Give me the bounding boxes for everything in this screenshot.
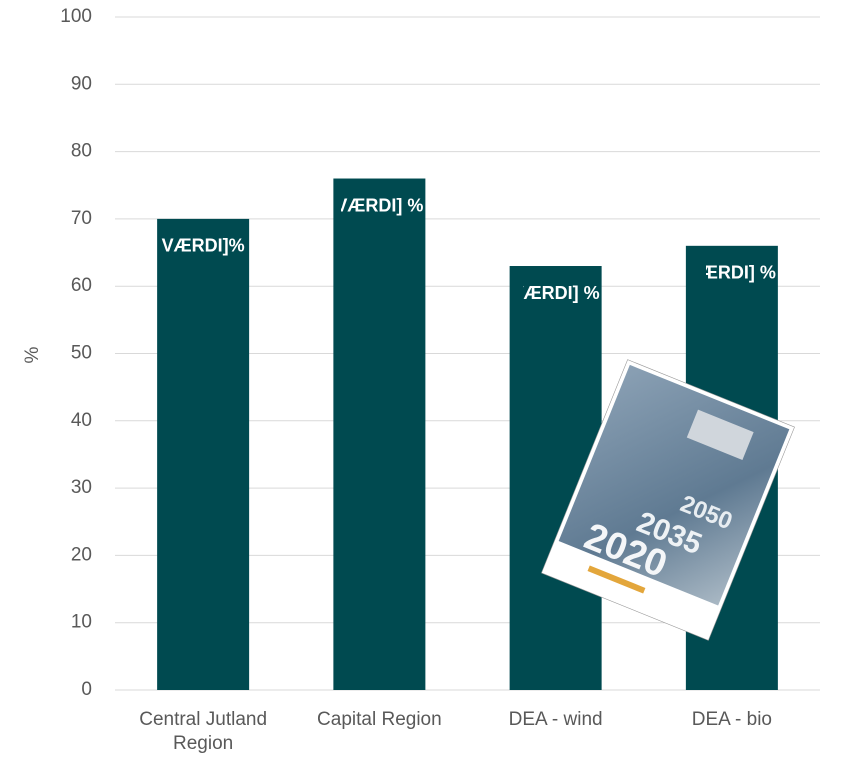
- y-tick-label: 20: [71, 544, 92, 565]
- x-tick-label: DEA - bio: [691, 709, 772, 730]
- data-label: VÆRDI] %: [512, 283, 600, 303]
- data-label: VÆRDI] %: [688, 263, 776, 283]
- y-tick-label: 60: [71, 275, 92, 296]
- y-axis-label: %: [22, 346, 43, 363]
- bar: [333, 178, 426, 690]
- data-label: VÆRDI] %: [335, 195, 423, 215]
- x-tick-label: Capital Region: [317, 709, 442, 730]
- y-tick-label: 80: [71, 141, 92, 162]
- y-tick-label: 30: [71, 477, 92, 498]
- y-tick-label: 100: [60, 6, 92, 27]
- y-tick-label: 40: [71, 410, 92, 431]
- y-tick-label: 0: [81, 679, 92, 700]
- x-tick-label: DEA - wind: [508, 709, 603, 730]
- y-tick-label: 10: [71, 612, 92, 633]
- y-tick-label: 50: [71, 343, 92, 364]
- x-tick-label: Central Jutland Region: [139, 709, 268, 754]
- data-label: VÆRDI]%: [162, 236, 245, 256]
- y-tick-label: 70: [71, 208, 92, 229]
- y-tick-label: 90: [71, 73, 92, 94]
- bar: [157, 218, 250, 690]
- report-cover-image: 2050 2035 2020: [541, 359, 795, 641]
